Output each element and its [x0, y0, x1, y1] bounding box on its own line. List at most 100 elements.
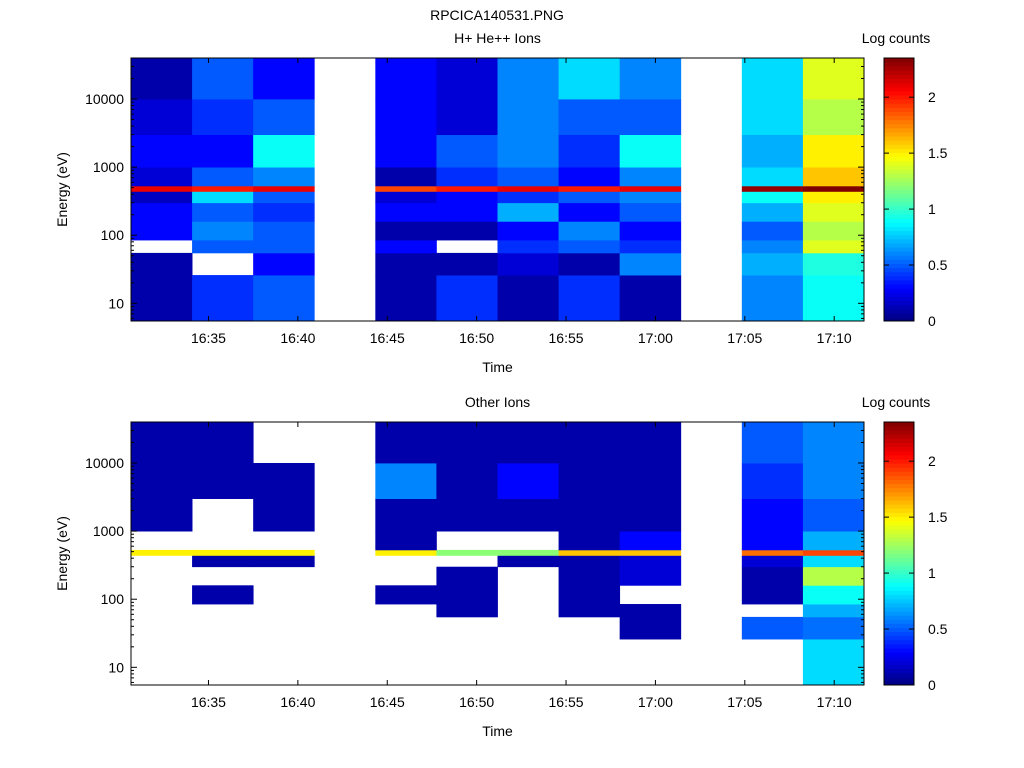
heatmap-cell — [558, 555, 621, 568]
heatmap-cell — [497, 202, 559, 222]
colorbar-segment — [884, 639, 914, 645]
x-axis-label: Time — [482, 723, 513, 739]
colorbar-segment — [884, 78, 914, 84]
colorbar-segment — [884, 656, 914, 661]
heatmap-cell — [802, 422, 865, 464]
colorbar-segment — [884, 467, 914, 472]
heatmap-cell — [497, 185, 559, 192]
heatmap-cell — [741, 498, 804, 532]
heatmap-cell — [131, 549, 193, 556]
heatmap-cell — [802, 134, 865, 168]
y-tick-label: 10000 — [85, 455, 124, 471]
heatmap-cell — [497, 58, 559, 100]
heatmap-cell — [802, 221, 865, 241]
colorbar-segment — [884, 296, 914, 301]
colorbar-segment — [884, 164, 914, 170]
colorbar-segment — [884, 107, 914, 112]
colorbar-segment — [884, 160, 914, 166]
panel-title: Other Ions — [465, 394, 530, 410]
heatmap-cell — [619, 202, 682, 222]
colorbar-segment — [884, 479, 914, 485]
heatmap-cell — [131, 463, 193, 500]
x-tick-label: 17:10 — [817, 694, 852, 710]
heatmap-cell — [802, 99, 865, 136]
colorbar-segment — [884, 247, 914, 252]
colorbar-segment — [884, 214, 914, 219]
colorbar-segment — [884, 528, 914, 534]
heatmap-cell — [741, 463, 804, 500]
colorbar-segment — [884, 58, 914, 63]
heatmap-cell — [741, 134, 804, 168]
heatmap-cell — [131, 498, 193, 532]
colorbar-segment — [884, 300, 914, 306]
colorbar-segment — [884, 156, 914, 162]
colorbar-segment — [884, 619, 914, 624]
heatmap-cell — [619, 185, 682, 192]
colorbar-segment — [884, 491, 914, 497]
colorbar-segment — [884, 193, 914, 199]
colorbar-segment — [884, 197, 914, 203]
colorbar-segment — [884, 312, 914, 318]
colorbar-segment — [884, 512, 914, 518]
heatmap-cell — [131, 202, 193, 222]
heatmap-cell — [741, 221, 804, 241]
x-tick-label: 16:40 — [280, 330, 315, 346]
heatmap-cell — [253, 275, 315, 322]
colorbar-segment — [884, 284, 914, 289]
colorbar-segment — [884, 557, 914, 563]
colorbar-segment — [884, 123, 914, 129]
x-tick-label: 16:35 — [191, 330, 226, 346]
colorbar-segment — [884, 458, 914, 464]
y-tick-label: 100 — [101, 591, 125, 607]
colorbar-segment — [884, 119, 914, 125]
colorbar-segment — [884, 553, 914, 559]
heatmap-cell — [741, 585, 804, 605]
heatmap-cell — [741, 549, 804, 556]
heatmap-cell — [253, 463, 315, 500]
colorbar-segment — [884, 218, 914, 223]
heatmap-cell — [802, 555, 865, 568]
colorbar-segment — [884, 680, 914, 686]
heatmap-cell — [558, 498, 621, 532]
heatmap-cell — [131, 422, 193, 464]
colorbar-segment — [884, 495, 914, 501]
heatmap-cell — [619, 252, 682, 276]
heatmap-cell — [619, 555, 682, 568]
x-tick-label: 17:05 — [727, 694, 762, 710]
heatmap-cell — [558, 422, 621, 464]
heatmap-cell — [558, 167, 621, 187]
heatmap-cell — [497, 167, 559, 187]
colorbar-tick-label: 1 — [928, 565, 936, 581]
x-tick-label: 17:10 — [817, 330, 852, 346]
heatmap-cell — [741, 191, 804, 204]
heatmap-cell — [802, 604, 865, 618]
heatmap-cell — [558, 99, 621, 136]
colorbar-segment — [884, 676, 914, 682]
heatmap-cell — [253, 58, 315, 100]
panel-hplus-heplusplus-ions: 16:35 16:40 16:45 16:50 16:55 17:00 17:05 17:10… — [54, 30, 948, 375]
heatmap-cell — [558, 463, 621, 500]
heatmap-cell — [375, 463, 437, 500]
heatmap-cell — [619, 604, 682, 618]
colorbar-segment — [884, 279, 914, 285]
colorbar-segment — [884, 463, 914, 468]
heatmap-cell — [802, 616, 865, 640]
heatmap-cell — [436, 252, 498, 276]
heatmap-cell — [253, 498, 315, 532]
colorbar-segment — [884, 131, 914, 137]
heatmap-cell — [619, 566, 682, 586]
colorbar-segment — [884, 598, 914, 604]
colorbar-segment — [884, 611, 914, 616]
heatmap-cell — [619, 549, 682, 556]
heatmap-cell — [436, 585, 498, 605]
colorbar-segment — [884, 185, 914, 190]
heatmap-cell — [802, 566, 865, 586]
heatmap-cell — [497, 221, 559, 241]
colorbar-segment — [884, 90, 914, 96]
heatmap-cell — [619, 616, 682, 640]
colorbar-segment — [884, 242, 914, 248]
heatmap-cell — [192, 134, 254, 168]
heatmap-cell — [619, 531, 682, 551]
heatmap-cell — [192, 463, 254, 500]
